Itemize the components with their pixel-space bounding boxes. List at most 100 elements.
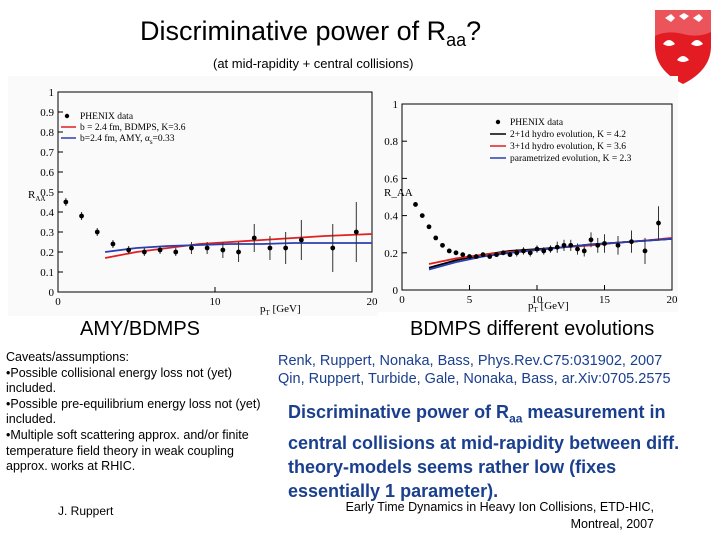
right-legend-3: 3+1d hydro evolution, K = 3.6 xyxy=(510,142,626,152)
left-chart-svg: 0 0.1 0.2 0.3 0.4 0.5 0.6 0.7 0.8 0.9 1 0 10 20 PHEN… xyxy=(8,76,378,316)
right-ytick-label: 0.6 xyxy=(384,173,398,185)
left-legend-2: b = 2.4 fm, BDMPS, K=3.6 xyxy=(80,122,186,133)
right-ytick-label: 0 xyxy=(393,285,399,297)
left-legend-dot xyxy=(64,113,70,119)
left-ytick-label: 0.4 xyxy=(40,207,54,219)
left-ytick-label: 0.6 xyxy=(40,167,54,179)
right-data-point xyxy=(541,248,547,254)
right-ylabel: R_AA xyxy=(384,187,413,199)
left-data-point xyxy=(94,229,100,235)
title-end: ? xyxy=(466,16,482,46)
left-series-line-2 xyxy=(104,242,372,253)
right-data-point xyxy=(656,220,661,226)
right-data-point xyxy=(440,242,445,248)
right-ytick-label: 0.4 xyxy=(384,211,398,223)
right-data-point xyxy=(446,248,452,254)
left-data-point xyxy=(173,249,179,255)
left-ytick-label: 0.1 xyxy=(40,267,54,279)
right-chart-svg: 0 0.2 0.4 0.6 0.8 1 0 5 10 15 20 PHENIX data 2+1d… xyxy=(378,76,678,312)
conclusion-sub: aa xyxy=(509,411,523,426)
right-xtick-label: 10 xyxy=(532,294,544,306)
right-ytick-label: 0.2 xyxy=(384,248,398,260)
right-chart-caption: BDMPS different evolutions xyxy=(410,318,655,340)
left-legend-1: PHENIX data xyxy=(80,112,134,122)
left-xlabel-main: p xyxy=(260,303,266,315)
right-data-point xyxy=(467,254,472,259)
reference-item: Renk, Ruppert, Nonaka, Bass, Phys.Rev.C7… xyxy=(278,353,663,369)
left-ytick-label: 0.3 xyxy=(40,227,54,239)
left-xtick-label: 0 xyxy=(55,296,61,308)
left-data-point xyxy=(110,241,116,247)
right-data-point xyxy=(480,252,486,258)
right-data-point xyxy=(568,242,574,248)
right-ytick-label: 1 xyxy=(393,99,399,111)
left-data-point xyxy=(189,245,194,251)
left-ylabel-sub: AA xyxy=(35,195,45,203)
caveats-block: Caveats/assumptions: •Possible collision… xyxy=(6,350,278,475)
left-xtick-label: 10 xyxy=(210,296,222,308)
left-xlabel: pT [GeV] xyxy=(260,303,301,316)
right-data-point xyxy=(602,241,607,246)
conference-line: Early Time Dynamics in Heavy Ion Collisi… xyxy=(345,500,654,514)
left-data-point xyxy=(267,245,273,251)
right-xlabel-main: p xyxy=(528,300,534,312)
right-data-point xyxy=(521,248,526,254)
left-ytick-label: 0 xyxy=(49,287,55,299)
caveats-title: Caveats/assumptions: xyxy=(6,350,129,364)
left-ylabel: RAA xyxy=(28,189,45,203)
slide-title: Discriminative power of Raa? xyxy=(140,16,481,51)
right-xtick-label: 15 xyxy=(599,294,611,306)
right-xtick-label: 20 xyxy=(667,294,679,306)
left-legend-3-label: b=2.4 fm, AMY, α xyxy=(80,133,150,144)
conclusion-text: Discriminative power of Raa measurement … xyxy=(288,400,708,503)
right-data-point xyxy=(487,254,493,259)
title-text: Discriminative power of R xyxy=(140,16,447,46)
right-chart: 0 0.2 0.4 0.6 0.8 1 0 5 10 15 20 PHENIX data 2+1d… xyxy=(378,76,678,312)
left-data-point xyxy=(283,245,289,251)
right-data-point xyxy=(413,202,418,207)
right-data-point xyxy=(588,237,594,243)
right-data-point xyxy=(419,213,425,219)
right-legend-2: 2+1d hydro evolution, K = 4.2 xyxy=(510,130,626,140)
right-legend-1: PHENIX data xyxy=(510,118,564,128)
right-data-point xyxy=(575,246,580,252)
right-legend-dot xyxy=(495,119,501,125)
left-data-point xyxy=(157,247,163,253)
university-crest-logo xyxy=(655,10,711,84)
right-xlabel-sub: T xyxy=(534,306,539,312)
references-block: Renk, Ruppert, Nonaka, Bass, Phys.Rev.C7… xyxy=(278,352,671,388)
right-data-point xyxy=(554,244,560,250)
right-data-point xyxy=(595,242,601,248)
right-data-point xyxy=(433,235,439,241)
left-data-point xyxy=(353,229,359,235)
conference-info: Early Time Dynamics in Heavy Ion Collisi… xyxy=(280,499,654,533)
left-data-point xyxy=(330,245,336,251)
conclusion-part2: measurement in central collisions at mid… xyxy=(288,402,680,501)
right-data-point xyxy=(615,242,621,248)
left-series-line-1 xyxy=(104,233,373,259)
left-ytick-label: 0.7 xyxy=(40,147,54,159)
right-data-point xyxy=(514,250,520,256)
left-legend-3-tail: =0.33 xyxy=(153,134,175,144)
right-legend: PHENIX data 2+1d hydro evolution, K = 4.… xyxy=(490,118,632,164)
left-chart-caption: AMY/BDMPS xyxy=(80,318,201,340)
left-data-point xyxy=(251,235,257,241)
right-data-point xyxy=(453,250,459,256)
left-data-point xyxy=(126,247,132,253)
caveat-item: •Possible collisional energy loss not (y… xyxy=(6,365,233,396)
left-data-point xyxy=(298,237,304,243)
reference-item: Qin, Ruppert, Turbide, Gale, Nonaka, Bas… xyxy=(278,371,671,387)
right-data-point xyxy=(561,242,567,248)
right-ytick-label: 0.8 xyxy=(384,136,398,148)
right-chart-bg xyxy=(378,76,678,312)
left-legend-3: b=2.4 fm, AMY, αs=0.33 xyxy=(80,133,175,146)
left-ytick-label: 0.8 xyxy=(40,127,54,139)
right-data-point xyxy=(500,250,506,256)
right-data-point xyxy=(507,252,513,258)
left-ytick-label: 1 xyxy=(49,87,55,99)
left-legend-3-sub: s xyxy=(150,138,153,146)
caveat-item: •Multiple soft scattering approx. and/or… xyxy=(6,427,249,474)
left-data-point xyxy=(79,213,84,219)
caveat-item: •Possible pre-equilibrium energy loss no… xyxy=(6,396,261,427)
left-data-point xyxy=(220,247,226,253)
